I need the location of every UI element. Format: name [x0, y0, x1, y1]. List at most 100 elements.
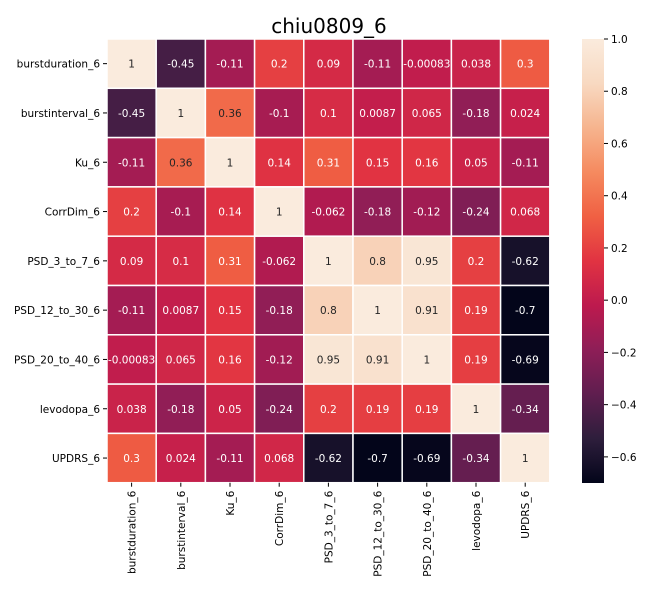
heatmap-cell: [352, 38, 403, 90]
cell-value-label: 0.8: [369, 256, 386, 268]
colorbar-tick-label: 0.0: [611, 295, 628, 307]
cell-value-label: 0.2: [123, 207, 140, 219]
colorbar-tick-label: −0.6: [611, 452, 637, 464]
cell-value-label: 0.068: [510, 207, 540, 219]
heatmap-cell: [155, 284, 207, 336]
heatmap-cell: [204, 87, 256, 139]
heatmap-cell: [253, 432, 305, 484]
cell-value-label: 0.2: [468, 256, 485, 268]
cell-value-label: -0.69: [413, 453, 440, 465]
colorbar: 1.0 0.8 0.6 0.4 0.2 0.0 −0.2 −0.4 −0.6: [582, 34, 637, 483]
cell-value-label: -0.24: [266, 404, 293, 416]
heatmap-cell: [155, 334, 207, 385]
colorbar-gradient: [582, 39, 604, 483]
heatmap-cell: [106, 383, 157, 435]
cell-value-label: 0.31: [317, 157, 340, 169]
cell-value-label: -0.11: [364, 59, 391, 71]
y-tick-label: PSD_20_to_40_6: [14, 354, 100, 366]
heatmap-cell: [499, 186, 551, 237]
cell-value-label: 0.95: [415, 256, 438, 268]
cell-value-label: 0.19: [464, 354, 487, 366]
cell-value-label: -0.62: [315, 453, 342, 465]
heatmap-cell: [303, 284, 354, 336]
cell-value-label: -0.1: [269, 108, 290, 120]
heatmap-cells: 1 -0.45 -0.11 0.2 0.09 -0.11 -0.00083 0.038 0.3-…: [106, 38, 551, 484]
heatmap-cell: [106, 334, 157, 385]
heatmap-cell: [204, 284, 256, 336]
cell-value-label: 1: [423, 354, 430, 366]
cell-value-label: 0.024: [166, 453, 196, 465]
cell-value-label: -0.7: [515, 305, 536, 317]
heatmap-cell: [499, 383, 551, 435]
cell-value-label: -0.24: [462, 207, 489, 219]
cell-value-label: 0.8: [320, 305, 337, 317]
cell-value-label: 0.31: [218, 256, 241, 268]
x-axis-labels: burstduration_6 burstinterval_6 Ku_6 CorrDi…: [127, 482, 532, 577]
heatmap-cell: [450, 87, 502, 139]
cell-value-label: 1: [177, 108, 184, 120]
heatmap-cell: [499, 136, 551, 188]
x-tick-label: Ku_6: [225, 490, 237, 515]
cell-value-label: 0.19: [464, 305, 487, 317]
cell-value-label: -0.11: [512, 157, 539, 169]
cell-value-label: -0.00083: [403, 59, 450, 71]
cell-value-label: 0.36: [169, 157, 193, 169]
cell-value-label: -0.11: [216, 453, 243, 465]
heatmap-cell: [352, 432, 403, 484]
y-tick-label: CorrDim_6: [45, 207, 101, 219]
colorbar-tick-label: 1.0: [611, 34, 628, 46]
heatmap-cell: [204, 383, 256, 435]
heatmap-cell: [499, 87, 551, 139]
heatmap-cell: [204, 136, 256, 188]
x-tick-label: burstinterval_6: [176, 490, 188, 570]
heatmap-cell: [303, 87, 354, 139]
colorbar-tick-label: 0.4: [611, 191, 628, 203]
y-tick-label: levodopa_6: [40, 404, 100, 416]
heatmap-cell: [303, 136, 354, 188]
cell-value-label: -0.00083: [108, 354, 155, 366]
cell-value-label: 0.065: [412, 108, 442, 120]
y-tick-label: burstinterval_6: [21, 108, 101, 120]
heatmap-cell: [352, 383, 403, 435]
cell-value-label: -0.18: [364, 207, 391, 219]
heatmap-cell: [106, 136, 157, 188]
cell-value-label: 0.09: [317, 59, 340, 71]
cell-value-label: 0.2: [320, 404, 337, 416]
heatmap-cell: [450, 284, 502, 336]
cell-value-label: 0.024: [510, 108, 540, 120]
cell-value-label: 0.16: [218, 354, 242, 366]
cell-value-label: 0.16: [415, 157, 439, 169]
heatmap-cell: [303, 334, 354, 385]
cell-value-label: -0.18: [462, 108, 489, 120]
x-tick-label: burstduration_6: [127, 490, 139, 574]
cell-value-label: 1: [276, 207, 283, 219]
cell-value-label: 1: [473, 404, 480, 416]
x-tick-label: UPDRS_6: [520, 490, 532, 538]
heatmap-cell: [155, 186, 207, 237]
heatmap-cell: [253, 284, 305, 336]
cell-value-label: -0.062: [311, 207, 345, 219]
heatmap-cell: [303, 432, 354, 484]
cell-value-label: 0.3: [517, 59, 534, 71]
cell-value-label: -0.11: [216, 59, 243, 71]
colorbar-tick-label: 0.2: [611, 243, 628, 255]
y-tick-label: PSD_12_to_30_6: [14, 305, 100, 317]
heatmap-cell: [155, 432, 207, 484]
colorbar-tick-label: −0.2: [611, 347, 637, 359]
cell-value-label: -0.7: [367, 453, 388, 465]
heatmap-cell: [499, 235, 551, 287]
cell-value-label: -0.45: [118, 108, 145, 120]
cell-value-label: -0.45: [167, 59, 194, 71]
cell-value-label: -0.69: [512, 354, 539, 366]
cell-value-label: 0.1: [172, 256, 189, 268]
cell-value-label: -0.62: [512, 256, 539, 268]
cell-value-label: -0.12: [266, 354, 293, 366]
cell-value-label: -0.18: [266, 305, 293, 317]
heatmap-cell: [106, 235, 157, 287]
y-tick-label: burstduration_6: [17, 59, 101, 71]
heatmap-cell: [106, 432, 157, 484]
cell-value-label: 0.19: [366, 404, 389, 416]
cell-value-label: -0.34: [462, 453, 489, 465]
cell-value-label: 0.15: [366, 157, 389, 169]
